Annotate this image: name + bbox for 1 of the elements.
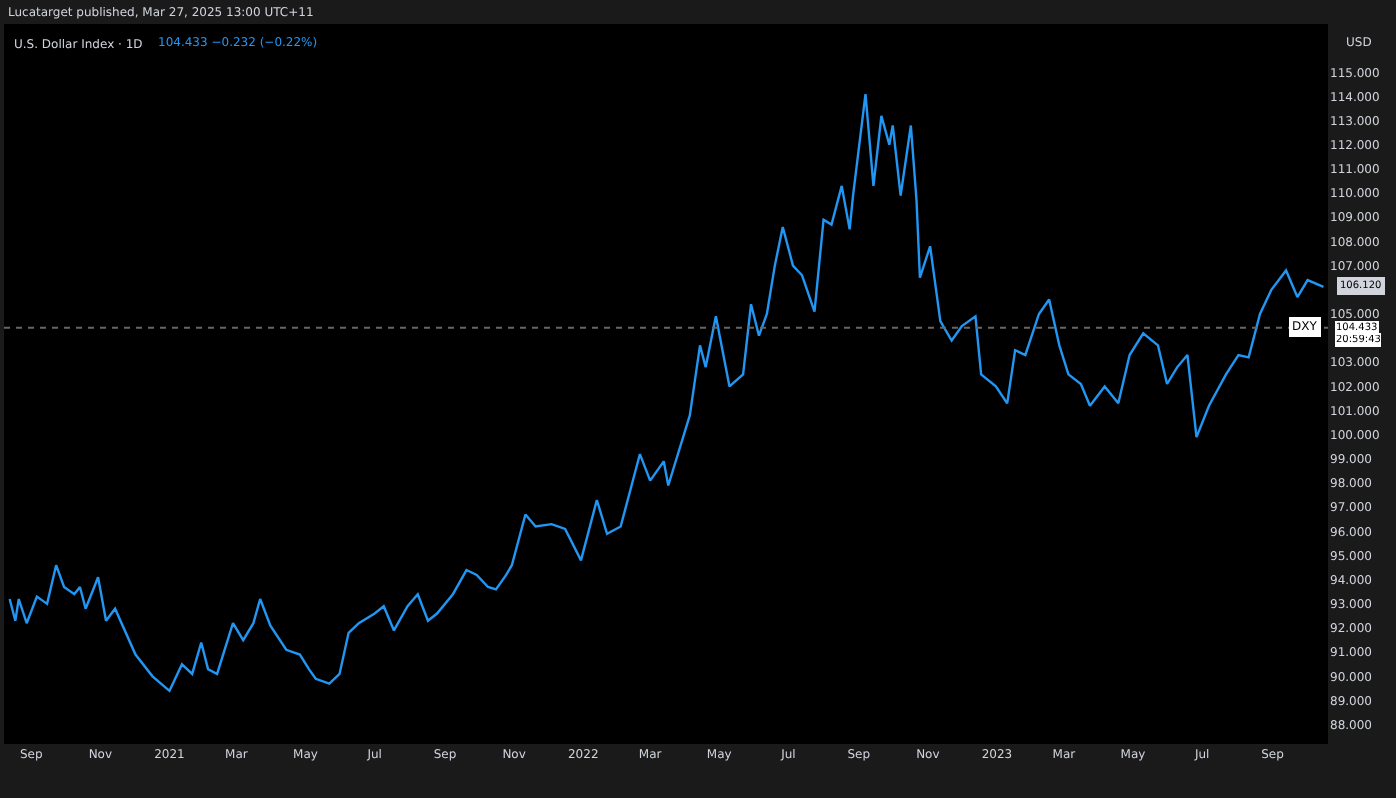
line-series xyxy=(8,92,1325,693)
